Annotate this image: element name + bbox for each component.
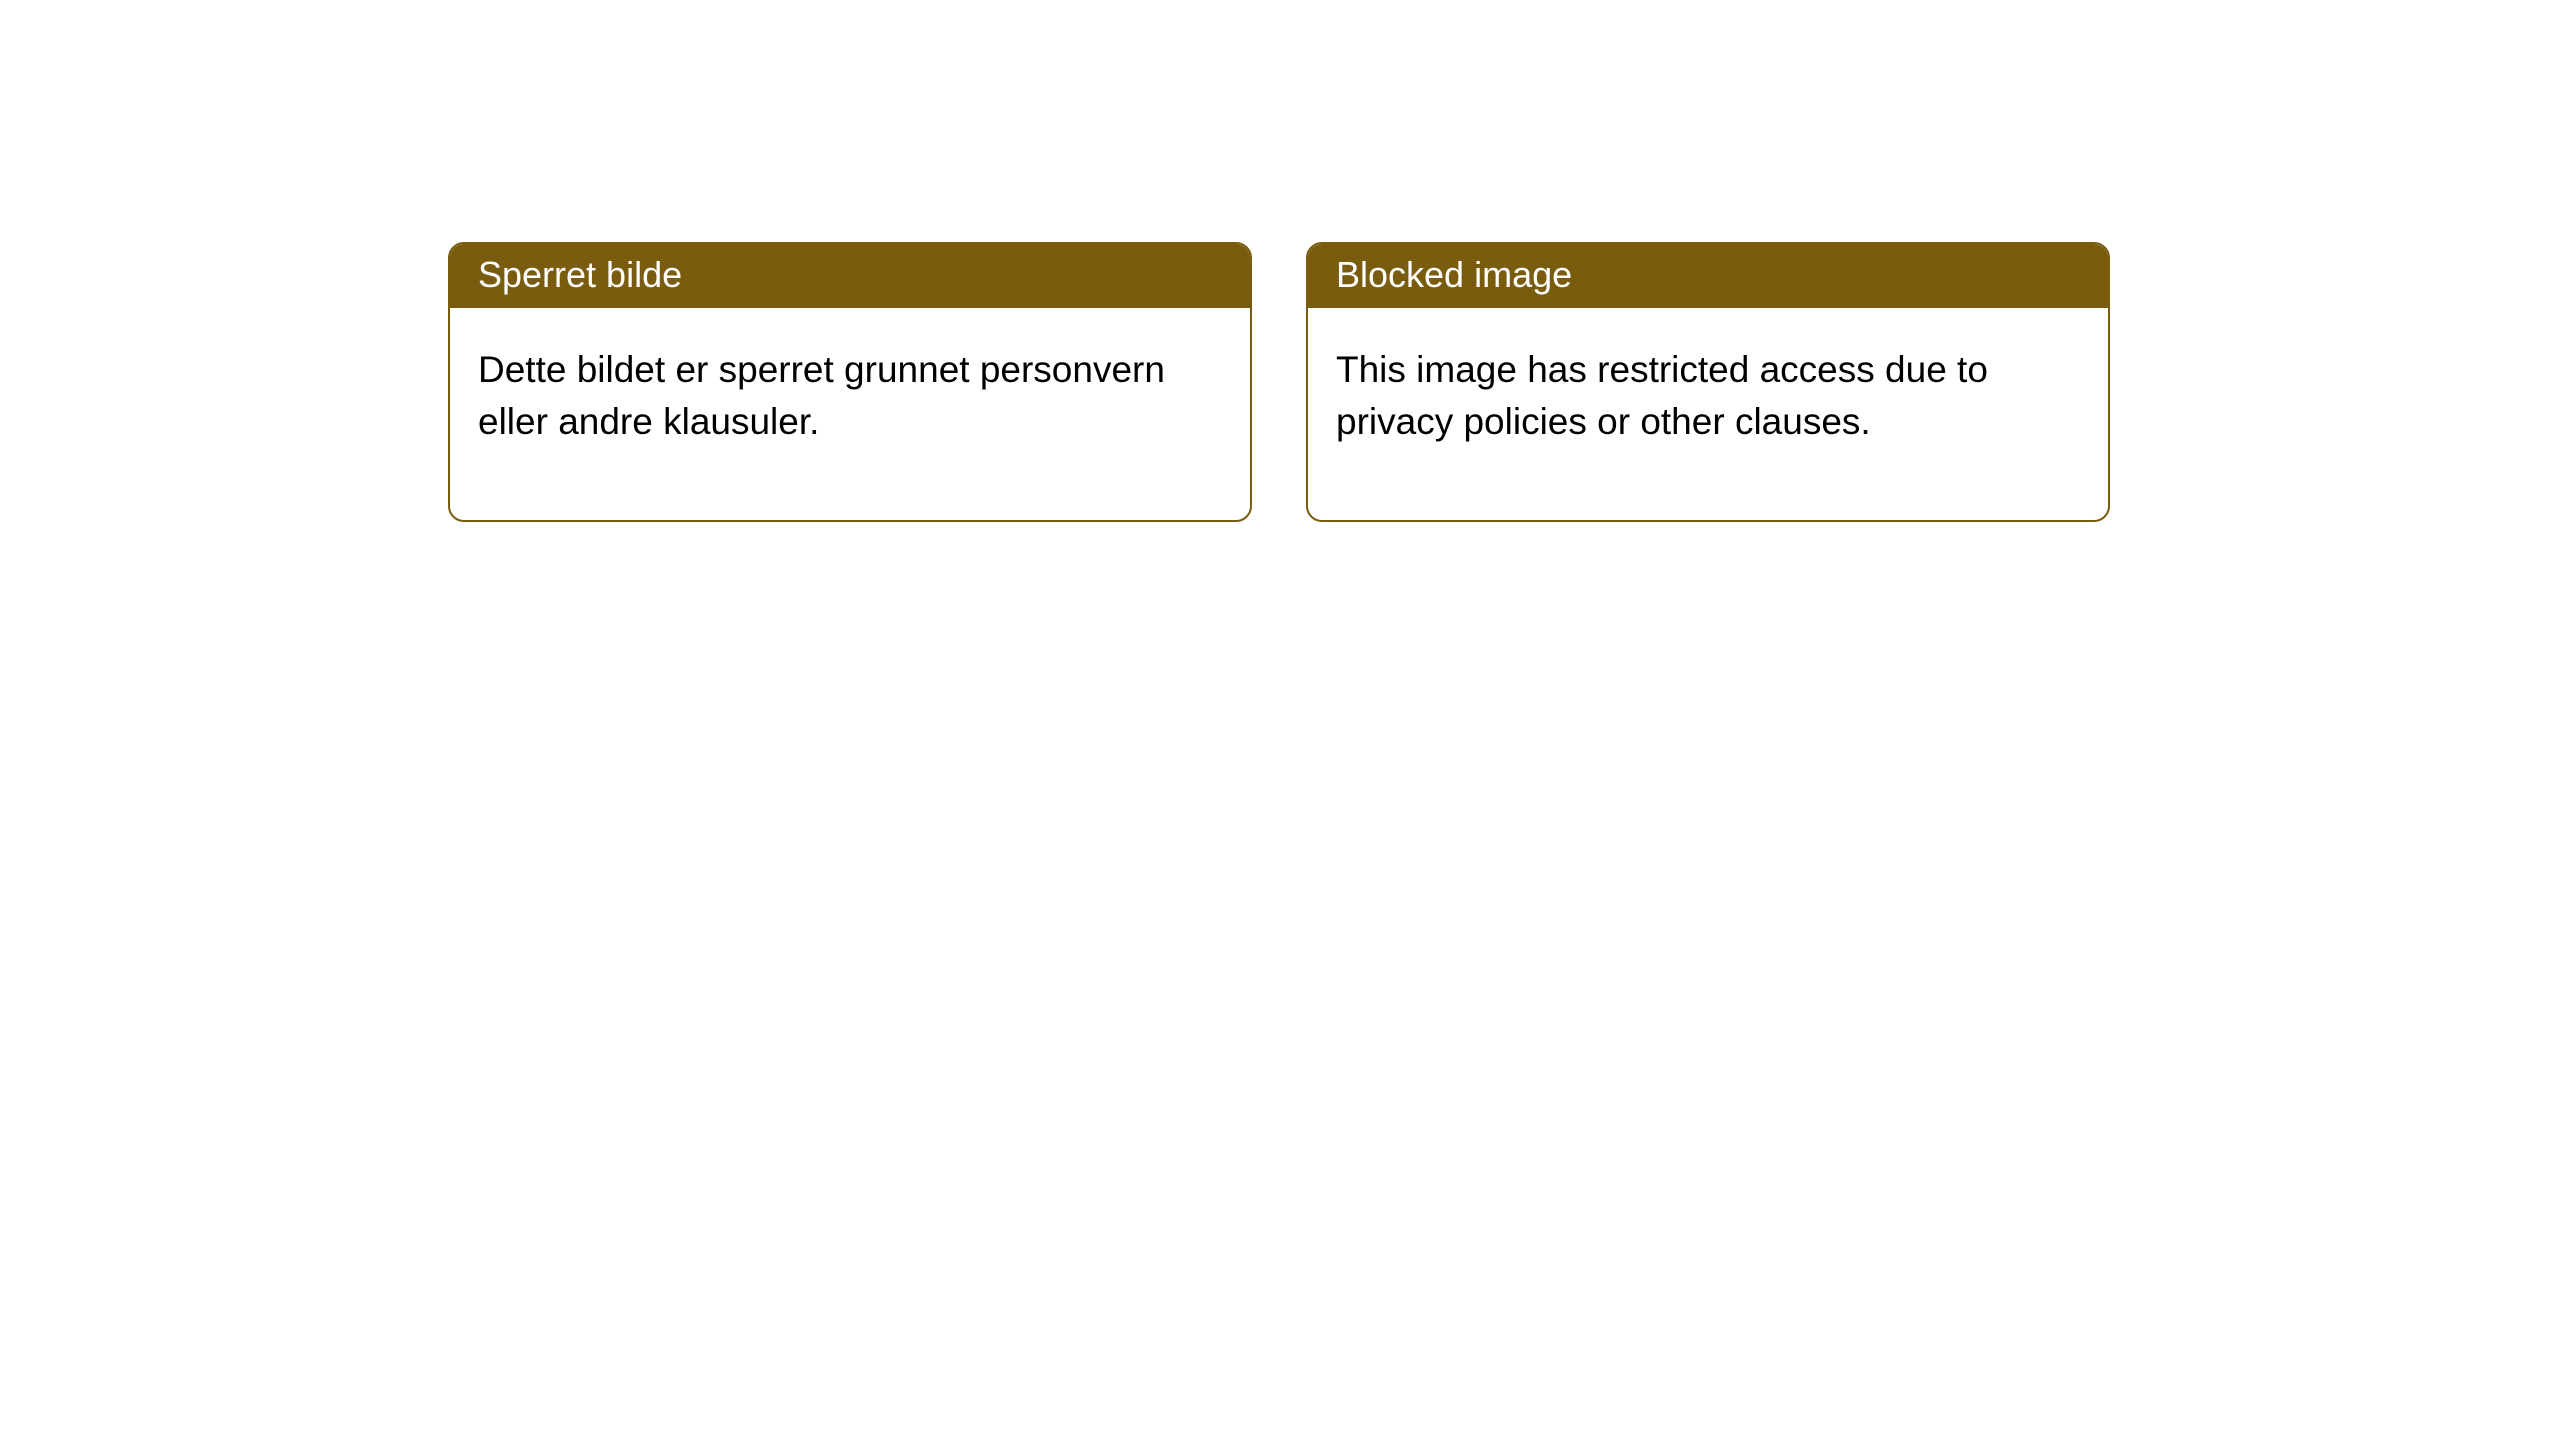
notice-header: Sperret bilde — [450, 244, 1250, 308]
notice-container: Sperret bilde Dette bildet er sperret gr… — [448, 242, 2110, 522]
notice-body: Dette bildet er sperret grunnet personve… — [450, 308, 1250, 520]
notice-header: Blocked image — [1308, 244, 2108, 308]
notice-body: This image has restricted access due to … — [1308, 308, 2108, 520]
notice-card-norwegian: Sperret bilde Dette bildet er sperret gr… — [448, 242, 1252, 522]
notice-card-english: Blocked image This image has restricted … — [1306, 242, 2110, 522]
